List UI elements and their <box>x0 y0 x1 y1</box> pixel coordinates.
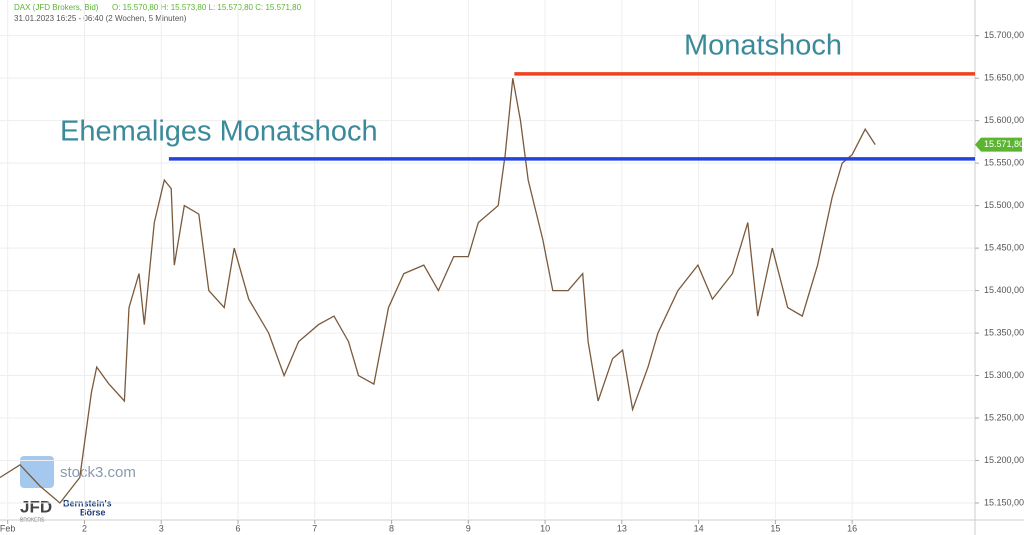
x-tick-label: 6 <box>235 523 240 533</box>
y-tick-label: 15.450,00 <box>984 242 1024 252</box>
x-tick-label: 13 <box>617 523 627 533</box>
x-tick-label: 8 <box>389 523 394 533</box>
price-tag-label: 15.571,80 <box>984 139 1024 149</box>
x-tick-label: Feb <box>0 523 15 533</box>
x-tick-label: 7 <box>312 523 317 533</box>
price-line <box>0 78 876 504</box>
y-tick-label: 15.250,00 <box>984 412 1024 422</box>
y-tick-label: 15.500,00 <box>984 200 1024 210</box>
price-tag <box>975 137 1022 152</box>
y-tick-label: 15.400,00 <box>984 285 1024 295</box>
x-tick-label: 16 <box>847 523 857 533</box>
y-tick-label: 15.650,00 <box>984 73 1024 83</box>
x-tick-label: 9 <box>466 523 471 533</box>
x-tick-label: 10 <box>540 523 550 533</box>
y-tick-label: 15.300,00 <box>984 370 1024 380</box>
chart-subtitle: 31.01.2023 16:25 - 06:40 (2 Wochen, 5 Mi… <box>14 14 187 23</box>
ohlc-text: O: 15.570,80 H: 15.573,80 L: 15.570,80 C… <box>112 3 302 12</box>
watermark: stock3.com <box>60 464 136 481</box>
y-tick-label: 15.350,00 <box>984 327 1024 337</box>
x-tick-label: 3 <box>159 523 164 533</box>
x-tick-label: 14 <box>694 523 704 533</box>
logo-icon <box>20 456 54 488</box>
watermark: Börse <box>80 507 106 517</box>
x-tick-label: 15 <box>770 523 780 533</box>
y-tick-label: 15.150,00 <box>984 497 1024 507</box>
annotation: Monatshoch <box>684 30 842 62</box>
watermark: JFD <box>20 497 52 516</box>
y-tick-label: 15.600,00 <box>984 115 1024 125</box>
chart-title: DAX (JFD Brokers, Bid) <box>14 3 99 12</box>
y-tick-label: 15.550,00 <box>984 158 1024 168</box>
x-tick-label: 2 <box>82 523 87 533</box>
y-tick-label: 15.700,00 <box>984 30 1024 40</box>
y-tick-label: 15.200,00 <box>984 455 1024 465</box>
annotation: Ehemaliges Monatshoch <box>60 116 378 148</box>
